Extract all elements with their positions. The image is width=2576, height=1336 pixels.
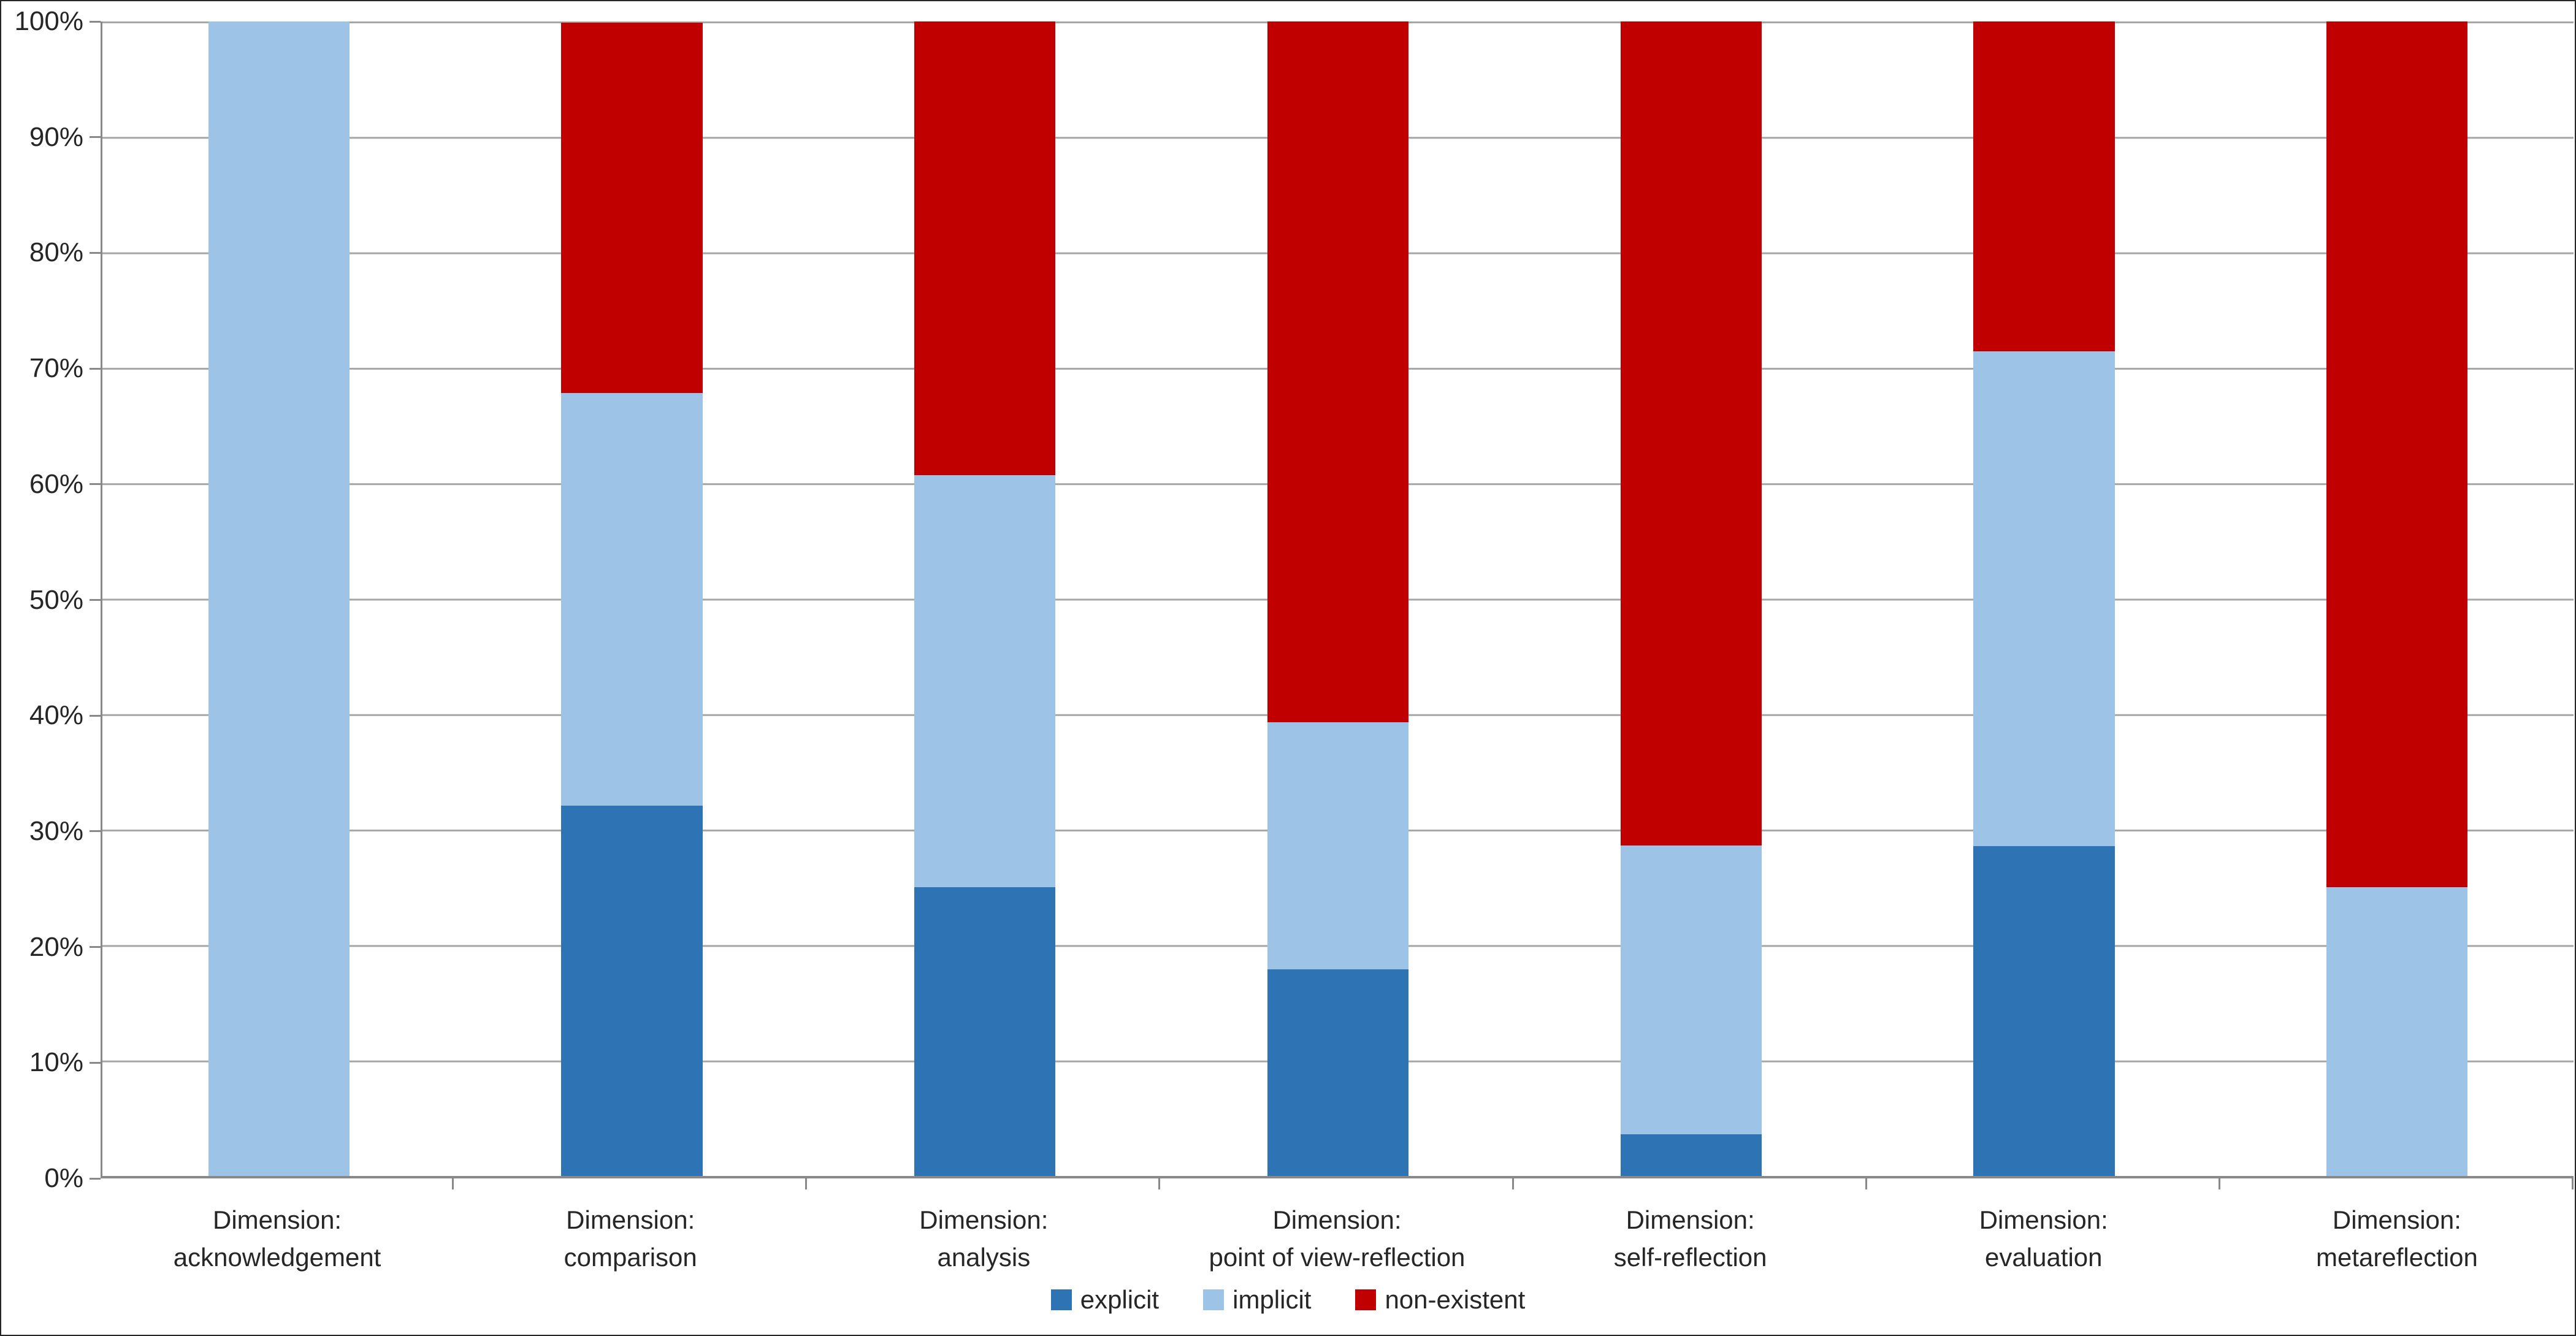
y-tickmark [90,946,101,949]
y-tickmark [90,20,101,23]
category-label-acknowledgement: Dimension: acknowledgement [173,1205,381,1272]
bar-slot-acknowledgement [102,21,456,1176]
stacked-bar-acknowledgement [208,21,350,1176]
y-tickmark [90,714,101,717]
plot-area [101,21,2574,1178]
segment-non-existent [1973,21,2115,351]
y-tick-label: 0% [1,1165,101,1192]
y-tick-label: 60% [1,470,101,498]
segment-non-existent [914,21,1056,476]
category-label-self-reflection: Dimension: self-reflection [1613,1205,1767,1272]
segment-implicit [1267,722,1409,969]
segment-explicit [1267,969,1409,1176]
category-label-evaluation: Dimension: evaluation [1979,1205,2108,1272]
stacked-bar-point-of-view-reflection [1267,21,1409,1176]
segment-non-existent [2326,21,2468,888]
x-axis-labels: Dimension: acknowledgement Dimension: co… [101,1202,2574,1277]
legend-swatch-explicit [1050,1289,1072,1310]
stacked-bar-metareflection [2326,21,2468,1176]
bar-slot-comparison [456,21,809,1176]
bar-slot-evaluation [1868,21,2221,1176]
y-tickmark [90,830,101,833]
segment-non-existent [561,22,703,394]
legend-swatch-implicit [1203,1289,1225,1310]
segment-explicit [914,887,1056,1176]
legend-label-implicit: implicit [1233,1285,1312,1314]
y-tickmark [90,367,101,370]
y-axis: 100% 90% 80% 70% 60% 50% 40% 30% 20% 10%… [1,8,101,1192]
y-tickmark [90,251,101,254]
segment-implicit [2326,887,2468,1176]
segment-implicit [1620,845,1762,1135]
legend-item-explicit: explicit [1050,1285,1160,1315]
bar-slot-analysis [808,21,1161,1176]
stacked-bar-evaluation [1973,21,2115,1176]
legend: explicit implicit non-existent [1,1285,2575,1315]
segment-implicit [1973,351,2115,846]
y-tick-label: 80% [1,239,101,266]
category-label-point-of-view-reflection: Dimension: point of view-reflection [1209,1205,1466,1272]
y-tick-label: 100% [1,8,101,35]
y-tickmark [90,136,101,139]
segment-implicit [561,393,703,806]
y-tick-label: 70% [1,355,101,382]
bar-slot-metareflection [2220,21,2574,1176]
y-tick-label: 90% [1,123,101,151]
y-tick-label: 20% [1,933,101,961]
stacked-bar-analysis [914,21,1056,1176]
segment-implicit [208,21,350,1176]
segment-implicit [914,475,1056,888]
y-tick-label: 50% [1,586,101,614]
legend-item-non-existent: non-existent [1355,1285,1525,1315]
segment-non-existent [1620,21,1762,846]
stacked-bar-self-reflection [1620,21,1762,1176]
segment-explicit [1620,1134,1762,1176]
segment-non-existent [1267,21,1409,722]
bar-slot-point-of-view-reflection [1161,21,1515,1176]
stacked-bar-comparison [561,21,703,1176]
legend-label-non-existent: non-existent [1385,1285,1526,1314]
y-tick-label: 10% [1,1049,101,1076]
y-tick-label: 30% [1,817,101,845]
category-label-comparison: Dimension: comparison [564,1205,697,1272]
y-tickmark [90,1061,101,1064]
category-label-analysis: Dimension: analysis [919,1205,1049,1272]
y-tickmark [90,1177,101,1180]
category-label-metareflection: Dimension: metareflection [2316,1205,2478,1272]
legend-item-implicit: implicit [1203,1285,1311,1315]
legend-swatch-non-existent [1355,1289,1377,1310]
y-tick-label: 40% [1,702,101,729]
y-tickmark [90,483,101,486]
segment-explicit [561,805,703,1176]
segment-explicit [1973,846,2115,1176]
legend-label-explicit: explicit [1080,1285,1160,1314]
y-tickmark [90,599,101,601]
bar-slot-self-reflection [1515,21,1868,1176]
x-axis-ticks [101,1178,2574,1189]
